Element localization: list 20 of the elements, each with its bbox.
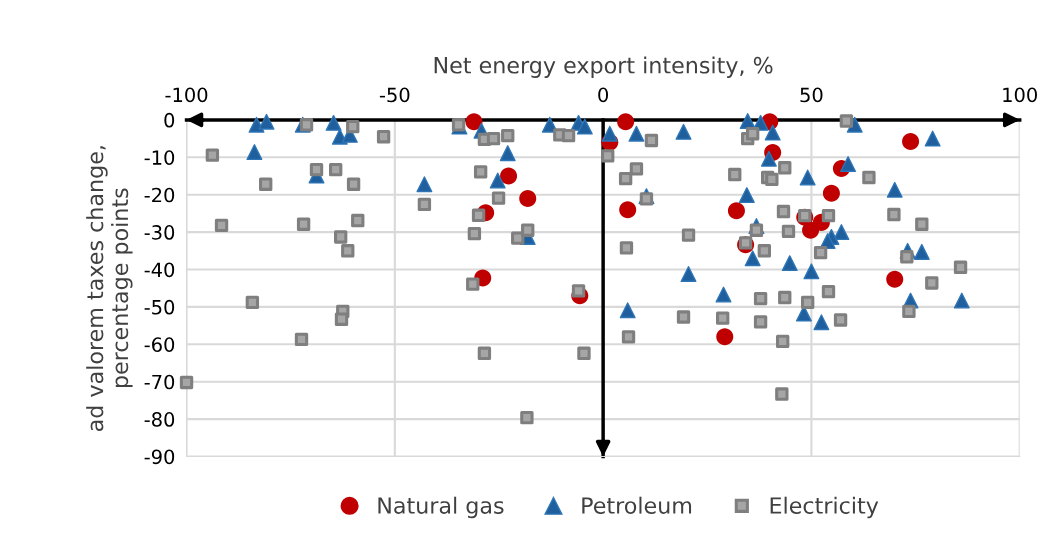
y-tick-label: -90 — [144, 449, 175, 465]
y-axis-title: ad valorem taxes change, percentage points — [86, 146, 133, 432]
y-tick-label: -10 — [144, 150, 175, 165]
x-tick-label: 100 — [1003, 87, 1037, 103]
y-tick-label: -30 — [144, 225, 175, 240]
y-tick-label: -60 — [144, 337, 175, 352]
x-tick-label: 0 — [598, 87, 609, 103]
y-tick-label: -70 — [144, 374, 175, 390]
y-tick-label: -20 — [144, 187, 175, 203]
x-tick-label: -50 — [379, 87, 410, 103]
y-tick-label: 0 — [164, 112, 175, 128]
x-tick-label: 50 — [800, 87, 823, 103]
y-tick-label: -50 — [144, 299, 175, 315]
legend-label: Petroleum — [582, 496, 692, 514]
y-tick-label: -80 — [144, 412, 175, 427]
x-axis-title: Net energy export intensity, % — [434, 56, 773, 78]
legend-label: Natural gas — [378, 496, 504, 519]
legend-label: Electricity — [770, 496, 879, 519]
x-tick-label: -100 — [165, 87, 208, 103]
y-tick-label: -40 — [144, 262, 175, 278]
